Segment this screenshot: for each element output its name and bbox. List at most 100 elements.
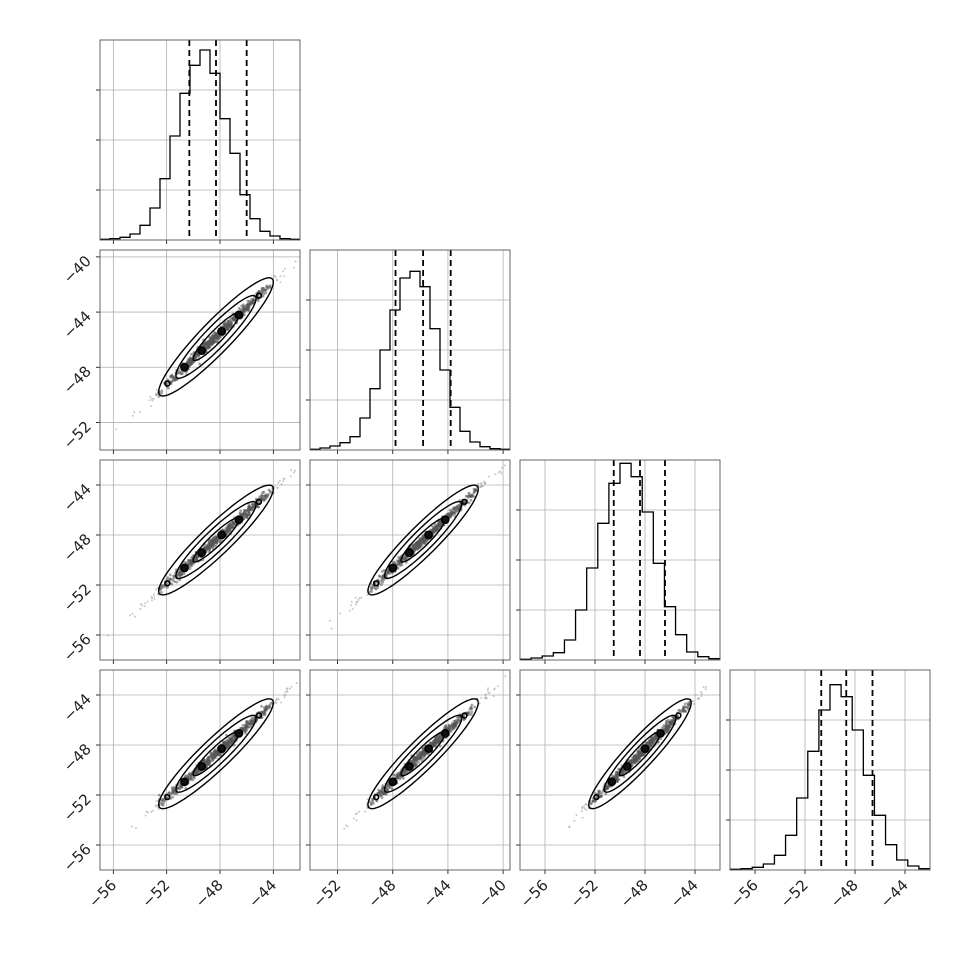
sample-point xyxy=(615,771,619,774)
sample-point xyxy=(500,472,503,475)
sample-point xyxy=(277,698,280,701)
sample-point xyxy=(228,736,232,740)
sample-point xyxy=(348,609,351,612)
sample-point xyxy=(683,709,687,713)
sample-point xyxy=(605,785,609,789)
contour-marker xyxy=(440,729,450,738)
sample-point xyxy=(249,506,253,509)
sample-point xyxy=(436,524,440,528)
x-tick-label: −44 xyxy=(420,876,455,911)
contour-2 xyxy=(367,698,479,810)
density-contours xyxy=(157,698,274,810)
sample-point xyxy=(419,755,422,759)
sample-point xyxy=(231,735,235,739)
sample-point xyxy=(366,593,369,596)
sample-point xyxy=(622,775,626,779)
sample-point xyxy=(282,270,285,273)
sample-point xyxy=(590,801,593,805)
sample-point xyxy=(279,281,282,284)
sample-point xyxy=(381,787,385,790)
sample-point xyxy=(376,585,380,589)
sample-point xyxy=(504,675,507,678)
sample-point xyxy=(212,538,216,542)
scatter-panel-3-2: −56 −52 −48 −44 xyxy=(516,669,721,911)
sample-point xyxy=(504,464,506,467)
contour-marker xyxy=(180,362,189,372)
sample-point xyxy=(339,612,342,615)
sample-point xyxy=(159,801,163,805)
sample-point xyxy=(172,576,176,580)
contour-1 xyxy=(175,500,257,580)
sample-point xyxy=(420,752,423,756)
contour-1 xyxy=(175,714,257,793)
sample-point xyxy=(130,825,133,828)
sample-point xyxy=(250,503,254,507)
sample-point xyxy=(209,751,213,755)
sample-point xyxy=(205,544,209,548)
sample-point xyxy=(484,696,487,699)
sample-point xyxy=(290,685,293,688)
sample-point xyxy=(243,508,247,512)
sample-point xyxy=(351,608,354,610)
y-tick-label: −48 xyxy=(60,530,95,565)
contour-2 xyxy=(157,484,274,596)
sample-point xyxy=(328,619,331,622)
sample-point xyxy=(446,513,450,517)
panel-frame xyxy=(99,39,301,241)
sample-point xyxy=(411,544,415,547)
sample-point xyxy=(586,804,589,806)
sample-point xyxy=(469,498,473,502)
sample-point xyxy=(178,371,182,375)
sample-point xyxy=(208,762,212,766)
contour-marker xyxy=(164,380,171,387)
sample-point xyxy=(153,595,156,598)
x-tick-label: −56 xyxy=(727,876,762,911)
sample-point xyxy=(669,721,672,725)
sample-point xyxy=(248,725,252,729)
sample-point xyxy=(415,757,418,761)
sample-point xyxy=(480,696,483,699)
sample-point xyxy=(149,395,152,398)
sample-point xyxy=(224,742,228,746)
sample-point xyxy=(210,543,213,547)
sample-point xyxy=(232,319,236,322)
sample-point xyxy=(177,573,180,577)
sample-point xyxy=(382,791,385,795)
sample-point xyxy=(651,736,655,740)
sample-point xyxy=(487,691,490,694)
sample-point xyxy=(454,507,457,511)
sample-point xyxy=(157,808,160,811)
sample-point xyxy=(228,323,232,327)
contour-marker xyxy=(234,515,244,524)
sample-point xyxy=(295,682,298,685)
density-contours xyxy=(157,484,274,596)
sample-point xyxy=(133,615,136,618)
sample-point xyxy=(268,286,272,289)
sample-point xyxy=(268,489,272,493)
x-tick-label: −44 xyxy=(877,876,912,911)
sample-point xyxy=(484,693,487,696)
sample-point xyxy=(224,323,228,327)
sample-point xyxy=(152,397,155,400)
sample-point xyxy=(423,540,427,544)
sample-point xyxy=(443,726,447,730)
y-tick-label: −40 xyxy=(60,252,95,287)
contour-marker xyxy=(217,326,227,336)
sample-point xyxy=(573,819,576,822)
sample-point xyxy=(654,734,658,738)
contour-1 xyxy=(603,714,677,793)
sample-point xyxy=(262,495,266,498)
sample-point xyxy=(191,778,195,782)
sample-point xyxy=(151,597,154,600)
sample-point xyxy=(455,509,459,513)
panel-frame xyxy=(309,459,511,661)
sample-point xyxy=(178,787,182,791)
sample-point xyxy=(168,573,172,577)
sample-point xyxy=(225,738,229,742)
sample-point xyxy=(261,294,265,298)
panel-frame xyxy=(99,459,301,661)
sample-point xyxy=(146,600,149,603)
sample-point xyxy=(419,544,423,548)
sample-point xyxy=(451,511,454,515)
sample-point xyxy=(597,791,601,795)
